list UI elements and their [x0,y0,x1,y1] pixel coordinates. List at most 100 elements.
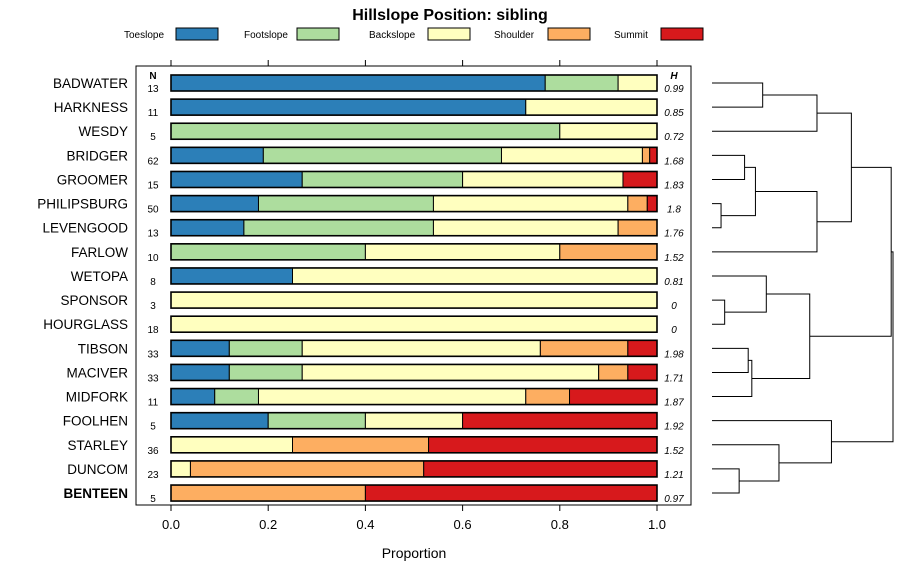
bar-duncom-backslope [170,460,191,478]
bar-outline-starley [170,435,658,454]
bar-wetopa-toeslope [170,267,293,285]
category-label-duncom: DUNCOM [67,462,128,477]
category-label-starley: STARLEY [67,438,128,453]
x-tick-label-3: 0.6 [454,517,472,532]
bar-maciver-summit [627,363,658,381]
h-value-starley: 1.52 [664,446,684,457]
bar-wesdy-backslope [559,122,658,140]
bar-hourglass-backslope [170,315,658,333]
bar-tibson-summit [627,339,658,357]
h-labels: 0.99 0.85 0.72 1.68 1.83 1.8 1.76 1.52 0.81 0 0 1.9… [664,84,684,505]
n-value-harkness: 11 [148,108,159,119]
bar-groomer-footslope [301,170,464,188]
legend-swatch-shoulder [547,27,591,41]
category-label-hourglass: HOURGLASS [43,317,128,332]
legend: Toeslope Footslope Backslope Shoulder Summit [124,27,704,41]
n-column-header: N [149,71,156,82]
bar-outline-tibson [170,339,658,358]
bar-levengood-shoulder [617,219,658,237]
dendrogram [712,82,894,494]
plot-frame [135,65,692,506]
bar-groomer-summit [622,170,658,188]
bar-outline-harkness [170,98,658,116]
bar-maciver-shoulder [598,363,629,381]
legend-label-toeslope: Toeslope [124,30,164,41]
dendrogram-link-15 [712,420,832,464]
h-value-farlow: 1.52 [664,253,684,264]
bar-badwater-footslope [544,74,619,92]
h-column-header: H [670,71,678,82]
bar-tibson-shoulder [539,339,629,357]
bar-midfork-summit [569,388,658,406]
h-value-sponsor: 0 [671,301,677,312]
bar-tibson-backslope [301,339,541,357]
bar-wesdy-footslope [170,122,561,140]
n-value-hourglass: 18 [147,325,159,336]
h-value-tibson: 1.98 [664,349,684,360]
legend-label-backslope: Backslope [369,30,416,41]
bar-levengood-backslope [432,219,619,237]
bar-maciver-toeslope [170,363,230,381]
n-value-foolhen: 5 [150,422,156,433]
dendrogram-link-4 [721,166,756,217]
bar-philipsburg-summit [646,195,658,213]
dendrogram-link-12 [809,166,892,337]
dendrogram-link-2 [712,154,746,180]
h-value-duncom: 1.21 [664,470,683,481]
bar-outline-wesdy [170,122,658,141]
bar-outline-wetopa [170,267,658,285]
bar-benteen-shoulder [170,484,366,502]
bar-midfork-toeslope [170,388,216,406]
bar-maciver-backslope [301,363,600,381]
bar-outline-duncom [170,460,658,478]
bar-sponsor-backslope [170,291,658,309]
h-value-hourglass: 0 [671,325,677,336]
category-label-foolhen: FOOLHEN [63,414,128,429]
h-value-bridger: 1.68 [664,156,684,167]
h-value-maciver: 1.71 [664,373,683,384]
bar-tibson-toeslope [170,339,230,357]
bar-bridger-backslope [500,146,643,164]
bar-outline-badwater [170,74,658,92]
h-value-badwater: 0.99 [664,84,684,95]
h-value-wetopa: 0.81 [664,277,683,288]
h-value-foolhen: 1.92 [664,422,684,433]
dendrogram-link-6 [816,112,852,223]
n-value-maciver: 33 [147,373,159,384]
bar-outline-philipsburg [170,194,658,213]
legend-label-shoulder: Shoulder [494,30,535,41]
n-value-groomer: 15 [147,180,159,191]
dendrogram-link-3 [712,203,722,229]
h-value-benteen: 0.97 [664,494,684,505]
dendrogram-link-16 [831,251,894,443]
n-value-philipsburg: 50 [147,205,159,216]
bar-harkness-backslope [525,98,658,116]
category-label-sponsor: SPONSOR [60,293,128,308]
bar-outline-midfork [170,387,658,406]
bar-outline-sponsor [170,291,658,309]
category-label-benteen: BENTEEN [63,486,128,501]
bars-group [170,74,658,502]
h-value-harkness: 0.85 [664,108,684,119]
n-value-sponsor: 3 [150,301,156,312]
n-value-bridger: 62 [147,156,159,167]
bar-levengood-footslope [243,219,434,237]
dendrogram-link-0 [712,82,764,108]
bar-philipsburg-footslope [257,195,434,213]
x-tick-label-2: 0.4 [356,517,374,532]
n-value-farlow: 10 [147,253,159,264]
bar-badwater-toeslope [170,74,546,92]
x-axis: 0.0 0.2 0.4 0.6 0.8 1.0 [162,60,666,532]
x-tick-label-4: 0.8 [551,517,569,532]
dendrogram-link-10 [712,359,753,398]
bar-outline-foolhen [170,411,658,430]
n-value-starley: 36 [147,446,159,457]
x-tick-label-5: 1.0 [648,517,666,532]
bar-farlow-backslope [364,243,561,261]
x-tick-label-0: 0.0 [162,517,180,532]
chart-title: Hillslope Position: sibling [352,7,548,24]
bar-outline-farlow [170,243,658,261]
dendrogram-link-1 [712,94,818,132]
n-value-tibson: 33 [147,349,159,360]
